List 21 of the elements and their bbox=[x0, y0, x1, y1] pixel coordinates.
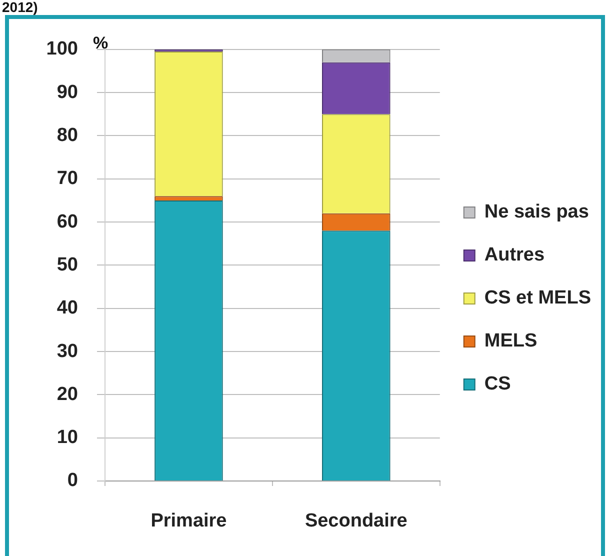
y-tick-label: 50 bbox=[56, 254, 78, 276]
x-tick-label: Secondaire bbox=[304, 510, 408, 532]
y-tick-label: 20 bbox=[56, 384, 78, 405]
y-axis-title: % bbox=[93, 34, 108, 53]
y-tick-label: 90 bbox=[56, 82, 78, 103]
frame-border: Ne sais pas Autres CS et MELS MELS CS Primaire Secondaire 0 10 20 30 40 50 60 70 80 90 100 % bbox=[5, 15, 605, 556]
y-tick-label: 0 bbox=[67, 470, 78, 492]
y-tick-label: 80 bbox=[56, 124, 78, 146]
y-tick-label: 30 bbox=[56, 340, 78, 362]
y-tick-label: 100 bbox=[46, 38, 78, 60]
legend-label: Ne sais pas bbox=[484, 202, 589, 223]
y-tick-label: 60 bbox=[56, 211, 78, 232]
y-tick-label: 40 bbox=[56, 298, 78, 319]
text: 2012) bbox=[2, 0, 38, 15]
legend-label: CS bbox=[484, 374, 511, 395]
x-tick-label: Primaire bbox=[150, 510, 227, 532]
legend-label: Autres bbox=[484, 244, 545, 266]
legend-label: MELS bbox=[484, 330, 538, 352]
y-tick-label: 10 bbox=[56, 427, 78, 448]
legend-label: CS et MELS bbox=[484, 288, 591, 309]
y-tick-label: 70 bbox=[56, 168, 78, 190]
